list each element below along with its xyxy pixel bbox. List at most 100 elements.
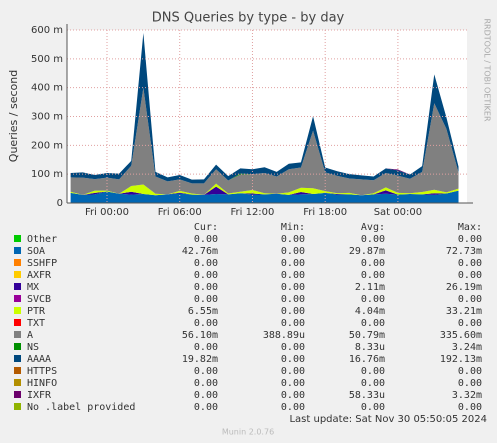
x-tick-label: Fri 00:00 bbox=[85, 207, 129, 218]
y-tick-label: 0 bbox=[57, 198, 63, 209]
legend-swatch bbox=[14, 343, 21, 350]
legend-stat: 0.00 bbox=[458, 270, 482, 281]
legend-stat: 56.10m bbox=[182, 330, 218, 341]
legend-stat: 192.13m bbox=[440, 354, 482, 365]
legend-stat: 6.55m bbox=[188, 306, 218, 317]
legend-swatch bbox=[14, 295, 21, 302]
legend-stat: 0.00 bbox=[281, 306, 305, 317]
area bbox=[70, 87, 459, 196]
legend-stat: 4.04m bbox=[355, 306, 385, 317]
legend-stat: 0.00 bbox=[361, 366, 385, 377]
legend-label: Other bbox=[27, 234, 57, 245]
legend-stat: 0.00 bbox=[281, 270, 305, 281]
legend-stat: 0.00 bbox=[458, 402, 482, 413]
legend-stat: 0.00 bbox=[458, 366, 482, 377]
legend-stat: 0.00 bbox=[194, 342, 218, 353]
legend-swatch bbox=[14, 319, 21, 326]
legend-stat: 3.24m bbox=[452, 342, 482, 353]
legend-header: Cur: bbox=[194, 222, 218, 233]
x-tick-label: Sat 00:00 bbox=[374, 207, 422, 218]
legend-stat: 19.82m bbox=[182, 354, 218, 365]
legend-stat: 0.00 bbox=[281, 402, 305, 413]
legend-stat: 0.00 bbox=[281, 366, 305, 377]
legend-stat: 16.76m bbox=[349, 354, 385, 365]
legend-stat: 0.00 bbox=[361, 258, 385, 269]
legend-label: MX bbox=[27, 282, 39, 293]
legend-stat: 0.00 bbox=[281, 390, 305, 401]
legend-swatch bbox=[14, 259, 21, 266]
y-tick-label: 500 m bbox=[31, 54, 63, 65]
legend-stat: 0.00 bbox=[194, 378, 218, 389]
legend-stat: 0.00 bbox=[458, 294, 482, 305]
legend-label: PTR bbox=[27, 306, 46, 317]
legend-stat: 42.76m bbox=[182, 246, 218, 257]
legend-label: SVCB bbox=[27, 294, 51, 305]
legend-stat: 0.00 bbox=[361, 318, 385, 329]
legend-label: HINFO bbox=[27, 378, 57, 389]
legend-stat: 335.60m bbox=[440, 330, 482, 341]
legend-header: Max: bbox=[458, 222, 482, 233]
legend-swatch bbox=[14, 283, 21, 290]
legend-stat: 0.00 bbox=[281, 282, 305, 293]
x-tick-label: Fri 12:00 bbox=[230, 207, 274, 218]
legend-label: SOA bbox=[27, 246, 45, 257]
legend-swatch bbox=[14, 403, 21, 410]
legend-stat: 0.00 bbox=[281, 246, 305, 257]
y-tick-label: 400 m bbox=[31, 83, 63, 94]
chart-title: DNS Queries by type - by day bbox=[152, 11, 345, 26]
legend-label: HTTPS bbox=[27, 366, 57, 377]
legend-stat: 0.00 bbox=[281, 354, 305, 365]
legend-header: Min: bbox=[281, 222, 305, 233]
legend-stat: 26.19m bbox=[446, 282, 482, 293]
area bbox=[70, 32, 459, 184]
legend-stat: 0.00 bbox=[281, 258, 305, 269]
y-tick-label: 300 m bbox=[31, 112, 63, 123]
legend-swatch bbox=[14, 379, 21, 386]
legend-stat: 0.00 bbox=[458, 318, 482, 329]
legend-stat: 0.00 bbox=[458, 378, 482, 389]
y-axis-label: Queries / second bbox=[7, 70, 20, 162]
legend-label: NS bbox=[27, 342, 39, 353]
y-tick-label: 200 m bbox=[31, 140, 63, 151]
legend-swatch bbox=[14, 307, 21, 314]
legend-stat: 2.11m bbox=[355, 282, 385, 293]
y-tick-label: 600 m bbox=[31, 25, 63, 36]
legend-label: A bbox=[27, 330, 33, 341]
area bbox=[70, 183, 459, 196]
legend-swatch bbox=[14, 367, 21, 374]
legend-label: AAAA bbox=[27, 354, 51, 365]
legend-swatch bbox=[14, 355, 21, 362]
legend-stat: 0.00 bbox=[194, 318, 218, 329]
legend-stat: 29.87m bbox=[349, 246, 385, 257]
legend-stat: 0.00 bbox=[194, 390, 218, 401]
legend-stat: 8.33u bbox=[355, 342, 385, 353]
legend-stat: 0.00 bbox=[194, 366, 218, 377]
y-tick-label: 100 m bbox=[31, 169, 63, 180]
legend-swatch bbox=[14, 331, 21, 338]
last-update: Last update: Sat Nov 30 05:50:05 2024 bbox=[289, 414, 487, 425]
legend-stat: 388.89u bbox=[263, 330, 305, 341]
legend-stat: 58.33u bbox=[349, 390, 385, 401]
legend-stat: 0.00 bbox=[194, 234, 218, 245]
legend-label: IXFR bbox=[27, 390, 52, 401]
legend-label: No .label provided bbox=[27, 402, 135, 413]
legend-stat: 0.00 bbox=[281, 342, 305, 353]
legend-stat: 0.00 bbox=[361, 378, 385, 389]
legend-stat: 0.00 bbox=[194, 294, 218, 305]
legend-stat: 0.00 bbox=[194, 258, 218, 269]
legend-header: Avg: bbox=[361, 222, 385, 233]
legend-label: AXFR bbox=[27, 270, 52, 281]
legend-stat: 0.00 bbox=[458, 234, 482, 245]
area bbox=[70, 190, 459, 203]
legend-stat: 0.00 bbox=[281, 234, 305, 245]
x-tick-label: Fri 18:00 bbox=[303, 207, 347, 218]
legend-swatch bbox=[14, 247, 21, 254]
legend-stat: 33.21m bbox=[446, 306, 482, 317]
legend-stat: 0.00 bbox=[458, 258, 482, 269]
legend-stat: 72.73m bbox=[446, 246, 482, 257]
legend-swatch bbox=[14, 271, 21, 278]
legend-stat: 0.00 bbox=[194, 402, 218, 413]
legend-stat: 0.00 bbox=[361, 402, 385, 413]
legend-stat: 0.00 bbox=[281, 294, 305, 305]
